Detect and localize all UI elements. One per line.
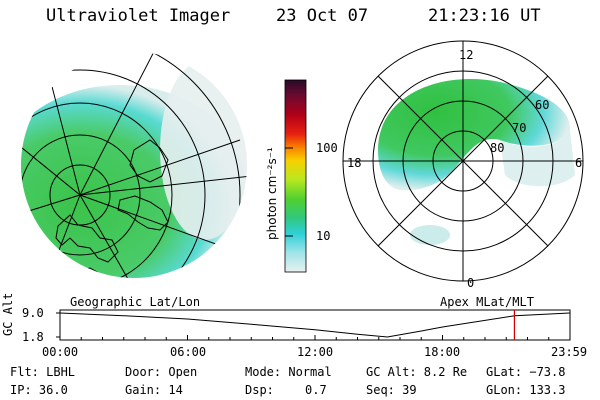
xtick-0600: 06:00 (170, 345, 207, 359)
polar-grid-spokes (343, 41, 583, 281)
colorbar-unit-label: photon cm⁻²s⁻¹ (265, 147, 279, 240)
status-seq: Seq: 39 (366, 383, 417, 397)
altitude-ytick-bottom: 1.8 (22, 330, 44, 344)
mlat-label-70: 70 (512, 121, 527, 135)
altitude-x-ticks (59, 335, 571, 340)
mlt-label-0: 0 (467, 276, 475, 290)
header-time: 21:23:16 UT (428, 6, 541, 26)
xtick-0000: 00:00 (42, 345, 79, 359)
xtick-2359: 23:59 (551, 345, 588, 359)
mlt-label-12: 12 (459, 48, 474, 62)
status-door: Door: Open (125, 365, 198, 379)
right-panel-caption: Apex MLat/MLT (440, 295, 534, 309)
latitude-circles-left (21, 52, 241, 278)
apex-polar-plot (342, 40, 584, 282)
xtick-1200: 12:00 (297, 345, 334, 359)
status-dsp-value: 0.7 (305, 383, 327, 397)
colorbar-tick-10: 10 (316, 229, 331, 243)
mlt-label-6: 6 (575, 156, 583, 170)
status-mode: Mode: Normal (245, 365, 332, 379)
colorbar (284, 79, 307, 273)
status-glat: GLat: −73.8 (486, 365, 566, 379)
antarctica-outline (117, 195, 169, 231)
altitude-plot (56, 309, 571, 341)
continent-outline-right (225, 229, 247, 263)
colorbar-tick-100: 100 (316, 141, 338, 155)
altitude-curve (59, 312, 570, 338)
status-gain: Gain: 14 (125, 383, 183, 397)
status-glon: GLon: 133.3 (486, 383, 566, 397)
altitude-ytick-top: 9.0 (22, 306, 44, 320)
xtick-1800: 18:00 (424, 345, 461, 359)
instrument-title: Ultraviolet Imager (46, 6, 231, 26)
left-panel-caption: Geographic Lat/Lon (70, 295, 201, 309)
header-date: 23 Oct 07 (276, 6, 369, 26)
landmass-outline (129, 139, 169, 183)
geographic-map (21, 52, 247, 278)
mlat-label-80: 80 (490, 141, 505, 155)
status-filter: Flt: LBHL (10, 365, 76, 379)
aurora-oval-right (378, 79, 571, 191)
status-gc-alt: GC Alt: 8.2 Re (366, 365, 468, 379)
status-ip: IP: 36.0 (10, 383, 68, 397)
mlt-label-18: 18 (347, 156, 362, 170)
status-dsp-label: Dsp: (245, 383, 274, 397)
altitude-ylabel: GC Alt (1, 292, 15, 336)
mlat-label-60: 60 (535, 98, 550, 112)
continent-outline (55, 214, 119, 263)
